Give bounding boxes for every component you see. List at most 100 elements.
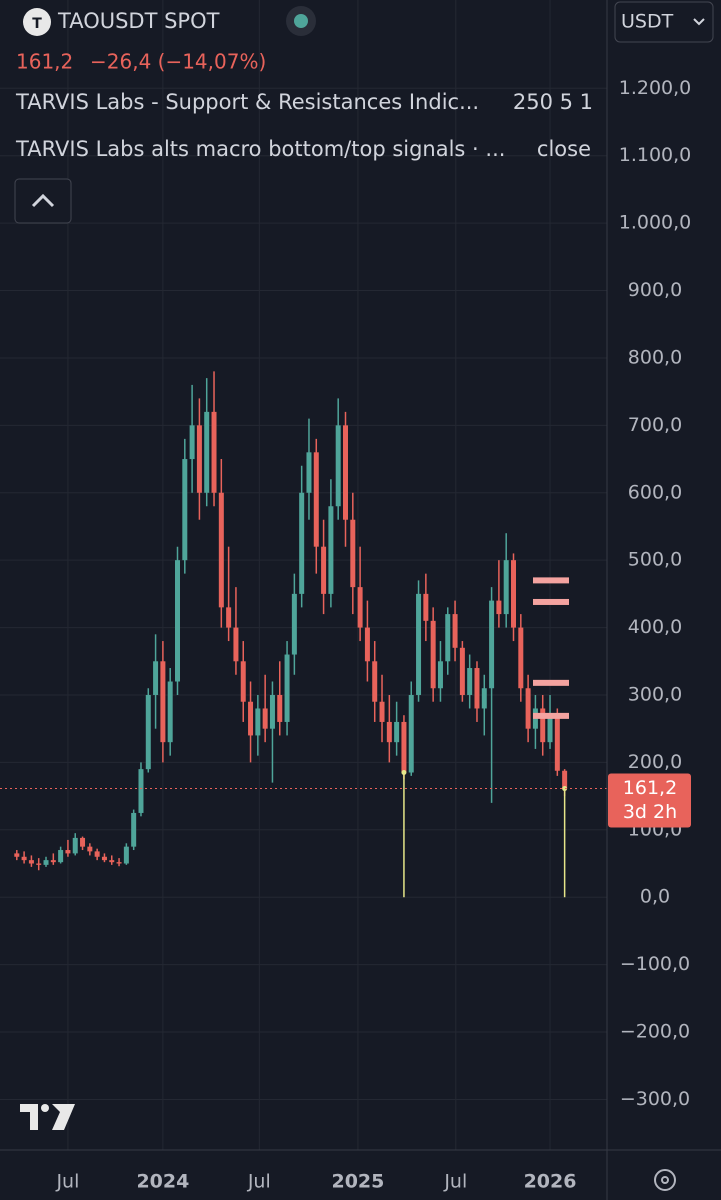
status-dot bbox=[294, 14, 308, 28]
x-tick-label: 2024 bbox=[136, 1171, 189, 1193]
candle-body bbox=[262, 708, 268, 729]
candle-body bbox=[350, 519, 356, 588]
candle-body bbox=[277, 694, 283, 722]
symbol-title: TAOUSDT SPOT bbox=[57, 9, 220, 33]
x-tick-label: 2026 bbox=[524, 1171, 577, 1193]
candle-body bbox=[489, 600, 495, 689]
y-tick-label: 0,0 bbox=[640, 886, 670, 908]
candle-body bbox=[306, 452, 312, 493]
candle-body bbox=[284, 654, 290, 722]
candle-body bbox=[123, 846, 129, 864]
candle-body bbox=[160, 661, 166, 743]
candle-body bbox=[445, 614, 451, 662]
settings-icon bbox=[661, 1176, 669, 1184]
indicator-name: TARVIS Labs alts macro bottom/top signal… bbox=[15, 137, 505, 161]
candle-body bbox=[423, 593, 429, 621]
candle-body bbox=[94, 851, 100, 857]
dropdown-icon bbox=[693, 18, 705, 26]
candle-body bbox=[313, 452, 319, 547]
candle-body bbox=[372, 661, 378, 702]
candle-body bbox=[481, 688, 487, 709]
indicator-params: 250 5 1 bbox=[513, 90, 593, 114]
candle-body bbox=[211, 411, 217, 493]
collapse-icon bbox=[31, 193, 55, 208]
settings-button[interactable] bbox=[654, 1169, 676, 1191]
x-tick-label: 2025 bbox=[331, 1171, 384, 1193]
candle-body bbox=[299, 492, 305, 594]
candle-body bbox=[218, 492, 224, 608]
candle-body bbox=[503, 560, 509, 615]
x-tick-label: Jul bbox=[247, 1171, 271, 1193]
candle-body bbox=[182, 459, 188, 561]
candle-body bbox=[401, 721, 407, 773]
candle-body bbox=[101, 856, 107, 861]
candle-body bbox=[496, 600, 502, 615]
last-price: 161,2 bbox=[16, 50, 73, 74]
x-tick-label: Jul bbox=[55, 1171, 79, 1193]
candle-body bbox=[28, 860, 34, 864]
candle-body bbox=[459, 647, 465, 695]
candle-body bbox=[540, 708, 546, 743]
indicator-name: TARVIS Labs - Support & Resistances Indi… bbox=[15, 90, 479, 114]
candle-body bbox=[80, 837, 86, 847]
candle-body bbox=[116, 862, 122, 864]
candle-body bbox=[72, 837, 78, 854]
price-change: −26,4 (−14,07%) bbox=[90, 50, 266, 74]
candle-body bbox=[43, 860, 49, 865]
signal-dot bbox=[562, 786, 568, 792]
sr-level bbox=[533, 712, 569, 719]
candle-body bbox=[240, 661, 246, 702]
candle-body bbox=[291, 593, 297, 655]
last-price-tag bbox=[608, 773, 691, 828]
y-tick-label: −300,0 bbox=[620, 1088, 690, 1110]
candle-body bbox=[511, 560, 517, 628]
currency-select[interactable] bbox=[614, 1, 714, 43]
candle-body bbox=[204, 411, 210, 493]
y-tick-label: 900,0 bbox=[628, 279, 682, 301]
candle-body bbox=[131, 812, 137, 847]
y-tick-label: 200,0 bbox=[628, 751, 682, 773]
candle-body bbox=[343, 425, 349, 520]
sr-level bbox=[533, 679, 569, 686]
candle-body bbox=[167, 681, 173, 743]
candle-body bbox=[58, 850, 64, 863]
y-tick-label: 1.000,0 bbox=[619, 212, 692, 234]
candle-body bbox=[174, 560, 180, 682]
y-tick-label: 1.200,0 bbox=[619, 77, 692, 99]
candle-body bbox=[379, 701, 385, 722]
candle-body bbox=[248, 701, 254, 736]
candle-body bbox=[321, 546, 327, 594]
candle-body bbox=[562, 770, 568, 789]
y-tick-label: 400,0 bbox=[628, 616, 682, 638]
candle-body bbox=[518, 627, 524, 689]
candle-body bbox=[196, 425, 202, 493]
tv-logo bbox=[20, 1104, 75, 1130]
indicator-params: close bbox=[537, 137, 591, 161]
candle-body bbox=[189, 425, 195, 460]
collapse-button[interactable] bbox=[14, 178, 72, 224]
candle-body bbox=[328, 506, 334, 594]
candle-body bbox=[467, 668, 473, 695]
candle-body bbox=[50, 860, 56, 863]
candle-body bbox=[525, 688, 531, 729]
sr-level bbox=[533, 598, 569, 605]
candle-body bbox=[153, 661, 159, 695]
candle-body bbox=[386, 721, 392, 743]
symbol-icon bbox=[23, 8, 51, 36]
candle-body bbox=[554, 715, 560, 771]
candle-body bbox=[430, 620, 436, 689]
candle-body bbox=[364, 627, 370, 662]
candle-body bbox=[87, 846, 93, 852]
candle-body bbox=[474, 668, 480, 709]
candle-body bbox=[21, 856, 27, 861]
y-tick-label: 500,0 bbox=[628, 549, 682, 571]
candle-body bbox=[233, 627, 239, 662]
y-tick-label: 800,0 bbox=[628, 346, 682, 368]
candle-body bbox=[335, 425, 341, 507]
y-tick-label: −100,0 bbox=[620, 953, 690, 975]
candle-body bbox=[226, 607, 232, 628]
candle-body bbox=[255, 708, 261, 736]
candle-body bbox=[357, 587, 363, 628]
signal-dot bbox=[401, 770, 407, 776]
